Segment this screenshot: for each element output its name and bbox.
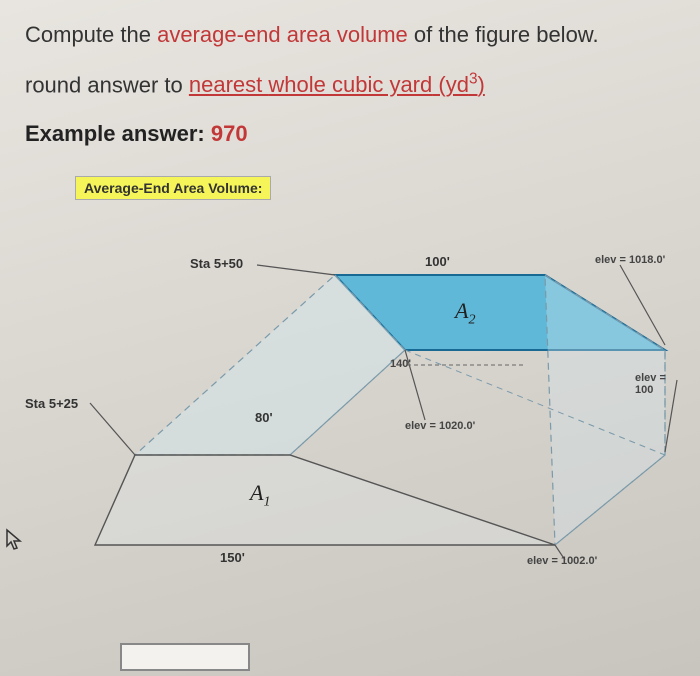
cursor-icon <box>4 528 24 557</box>
dim-100: 100' <box>425 254 450 269</box>
diagram-container: Sta 5+50 Sta 5+25 100' 140' 80' 150' ele… <box>25 220 685 620</box>
dim-80: 80' <box>255 410 273 425</box>
question-line-3: Example answer: 970 <box>25 119 675 150</box>
dim-150: 150' <box>220 550 245 565</box>
question-line-1: Compute the average-end area volume of t… <box>25 20 675 51</box>
leader-sta-upper <box>257 265 335 275</box>
q1-text-c: of the figure below. <box>408 22 599 47</box>
elev-mid-right: elev = 100 <box>635 372 685 396</box>
leader-sta-lower <box>90 403 135 455</box>
a2-label: A2 <box>455 298 475 328</box>
a1-label: A1 <box>250 480 270 510</box>
q2-text-a: round answer to <box>25 72 189 97</box>
answer-input[interactable] <box>120 643 250 671</box>
example-label: Example answer: <box>25 121 211 146</box>
elev-center: elev = 1020.0' <box>405 420 475 432</box>
q1-text-b: average-end area volume <box>157 22 408 47</box>
highlight-heading: Average-End Area Volume: <box>75 176 271 200</box>
elev-bot-right: elev = 1002.0' <box>527 555 597 567</box>
sta-upper-label: Sta 5+50 <box>190 256 243 271</box>
question-line-2: round answer to nearest whole cubic yard… <box>25 69 675 101</box>
q1-text-a: Compute the <box>25 22 157 47</box>
elev-top-right: elev = 1018.0' <box>595 254 665 266</box>
a1-trapezoid <box>95 455 555 545</box>
example-value: 970 <box>211 121 248 146</box>
dim-140: 140' <box>390 358 411 370</box>
sta-lower-label: Sta 5+25 <box>25 396 78 411</box>
q2-text-b: nearest whole cubic yard (yd3) <box>189 72 485 97</box>
